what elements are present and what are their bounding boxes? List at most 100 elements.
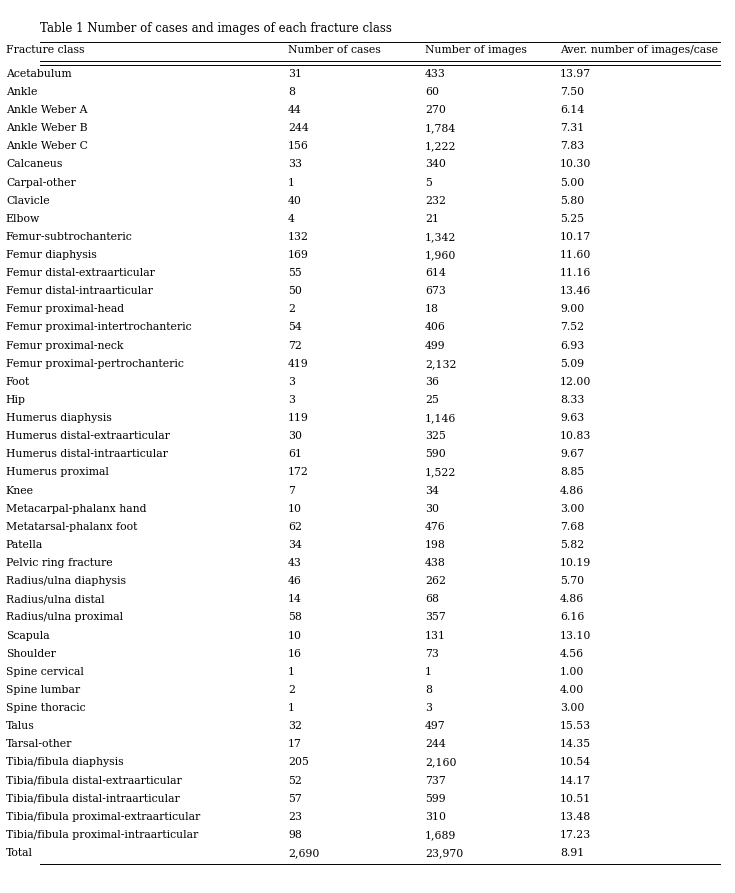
Text: Ankle Weber A: Ankle Weber A xyxy=(6,105,87,115)
Text: Tibia/fibula distal-extraarticular: Tibia/fibula distal-extraarticular xyxy=(6,776,182,786)
Text: 30: 30 xyxy=(288,431,302,441)
Text: 205: 205 xyxy=(288,757,309,767)
Text: 2,160: 2,160 xyxy=(425,757,456,767)
Text: 13.97: 13.97 xyxy=(560,69,591,79)
Text: 3: 3 xyxy=(288,395,295,405)
Text: 244: 244 xyxy=(288,123,309,133)
Text: Radius/ulna distal: Radius/ulna distal xyxy=(6,595,104,605)
Text: 340: 340 xyxy=(425,159,445,170)
Text: 2,132: 2,132 xyxy=(425,359,456,369)
Text: Tibia/fibula distal-intraarticular: Tibia/fibula distal-intraarticular xyxy=(6,794,179,804)
Text: 673: 673 xyxy=(425,287,445,296)
Text: 25: 25 xyxy=(425,395,439,405)
Text: 7.68: 7.68 xyxy=(560,522,584,532)
Text: 1,689: 1,689 xyxy=(425,830,456,840)
Text: Carpal-other: Carpal-other xyxy=(6,178,76,188)
Text: 270: 270 xyxy=(425,105,445,115)
Text: 310: 310 xyxy=(425,812,446,822)
Text: 61: 61 xyxy=(288,449,302,459)
Text: 31: 31 xyxy=(288,69,302,79)
Text: 36: 36 xyxy=(425,377,439,387)
Text: 34: 34 xyxy=(288,540,302,550)
Text: Femur distal-extraarticular: Femur distal-extraarticular xyxy=(6,268,155,278)
Text: 5.80: 5.80 xyxy=(560,196,584,205)
Text: 119: 119 xyxy=(288,413,309,423)
Text: Calcaneus: Calcaneus xyxy=(6,159,62,170)
Text: 14.17: 14.17 xyxy=(560,776,591,786)
Text: 23: 23 xyxy=(288,812,302,822)
Text: 13.48: 13.48 xyxy=(560,812,592,822)
Text: 1.00: 1.00 xyxy=(560,667,584,677)
Text: 1,522: 1,522 xyxy=(425,468,456,478)
Text: 8.33: 8.33 xyxy=(560,395,584,405)
Text: 10.83: 10.83 xyxy=(560,431,592,441)
Text: 52: 52 xyxy=(288,776,302,786)
Text: Tarsal-other: Tarsal-other xyxy=(6,739,72,749)
Text: Humerus distal-extraarticular: Humerus distal-extraarticular xyxy=(6,431,170,441)
Text: Humerus proximal: Humerus proximal xyxy=(6,468,109,478)
Text: Ankle Weber B: Ankle Weber B xyxy=(6,123,87,133)
Text: 3: 3 xyxy=(425,703,432,714)
Text: Femur-subtrochanteric: Femur-subtrochanteric xyxy=(6,232,132,242)
Text: 57: 57 xyxy=(288,794,302,804)
Text: Tibia/fibula diaphysis: Tibia/fibula diaphysis xyxy=(6,757,123,767)
Text: 172: 172 xyxy=(288,468,309,478)
Text: 1,222: 1,222 xyxy=(425,141,456,151)
Text: Radius/ulna diaphysis: Radius/ulna diaphysis xyxy=(6,576,126,586)
Text: 12.00: 12.00 xyxy=(560,377,592,387)
Text: 40: 40 xyxy=(288,196,302,205)
Text: 5.00: 5.00 xyxy=(560,178,584,188)
Text: 433: 433 xyxy=(425,69,445,79)
Text: 17: 17 xyxy=(288,739,302,749)
Text: 30: 30 xyxy=(425,504,439,513)
Text: 54: 54 xyxy=(288,322,302,332)
Text: Femur diaphysis: Femur diaphysis xyxy=(6,250,96,260)
Text: 132: 132 xyxy=(288,232,309,242)
Text: 131: 131 xyxy=(425,630,446,640)
Text: 499: 499 xyxy=(425,340,445,351)
Text: 7.83: 7.83 xyxy=(560,141,584,151)
Text: 23,970: 23,970 xyxy=(425,848,463,858)
Text: 6.14: 6.14 xyxy=(560,105,584,115)
Text: 32: 32 xyxy=(288,722,302,731)
Text: Number of cases: Number of cases xyxy=(288,45,381,54)
Text: Elbow: Elbow xyxy=(6,213,40,224)
Text: 244: 244 xyxy=(425,739,445,749)
Text: 60: 60 xyxy=(425,87,439,96)
Text: Spine lumbar: Spine lumbar xyxy=(6,685,80,695)
Text: 17.23: 17.23 xyxy=(560,830,592,840)
Text: 1: 1 xyxy=(288,178,295,188)
Text: Scapula: Scapula xyxy=(6,630,49,640)
Text: 98: 98 xyxy=(288,830,302,840)
Text: Femur proximal-intertrochanteric: Femur proximal-intertrochanteric xyxy=(6,322,192,332)
Text: 590: 590 xyxy=(425,449,445,459)
Text: 1,146: 1,146 xyxy=(425,413,456,423)
Text: 9.00: 9.00 xyxy=(560,305,584,314)
Text: Number of images: Number of images xyxy=(425,45,527,54)
Text: Aver. number of images/case: Aver. number of images/case xyxy=(560,45,718,54)
Text: 476: 476 xyxy=(425,522,445,532)
Text: 21: 21 xyxy=(425,213,439,224)
Text: 43: 43 xyxy=(288,558,302,568)
Text: 62: 62 xyxy=(288,522,302,532)
Text: 10: 10 xyxy=(288,504,302,513)
Text: 8.85: 8.85 xyxy=(560,468,584,478)
Text: Humerus distal-intraarticular: Humerus distal-intraarticular xyxy=(6,449,168,459)
Text: 10.19: 10.19 xyxy=(560,558,592,568)
Text: Fracture class: Fracture class xyxy=(6,45,85,54)
Text: 5: 5 xyxy=(425,178,431,188)
Text: Ankle: Ankle xyxy=(6,87,37,96)
Text: 8: 8 xyxy=(425,685,432,695)
Text: 11.16: 11.16 xyxy=(560,268,592,278)
Text: 13.46: 13.46 xyxy=(560,287,592,296)
Text: Metacarpal-phalanx hand: Metacarpal-phalanx hand xyxy=(6,504,146,513)
Text: Shoulder: Shoulder xyxy=(6,648,56,659)
Text: 614: 614 xyxy=(425,268,445,278)
Text: 58: 58 xyxy=(288,613,302,622)
Text: 10.51: 10.51 xyxy=(560,794,592,804)
Text: 10.17: 10.17 xyxy=(560,232,592,242)
Text: Femur proximal-head: Femur proximal-head xyxy=(6,305,124,314)
Text: 6.93: 6.93 xyxy=(560,340,584,351)
Text: 72: 72 xyxy=(288,340,302,351)
Text: 169: 169 xyxy=(288,250,309,260)
